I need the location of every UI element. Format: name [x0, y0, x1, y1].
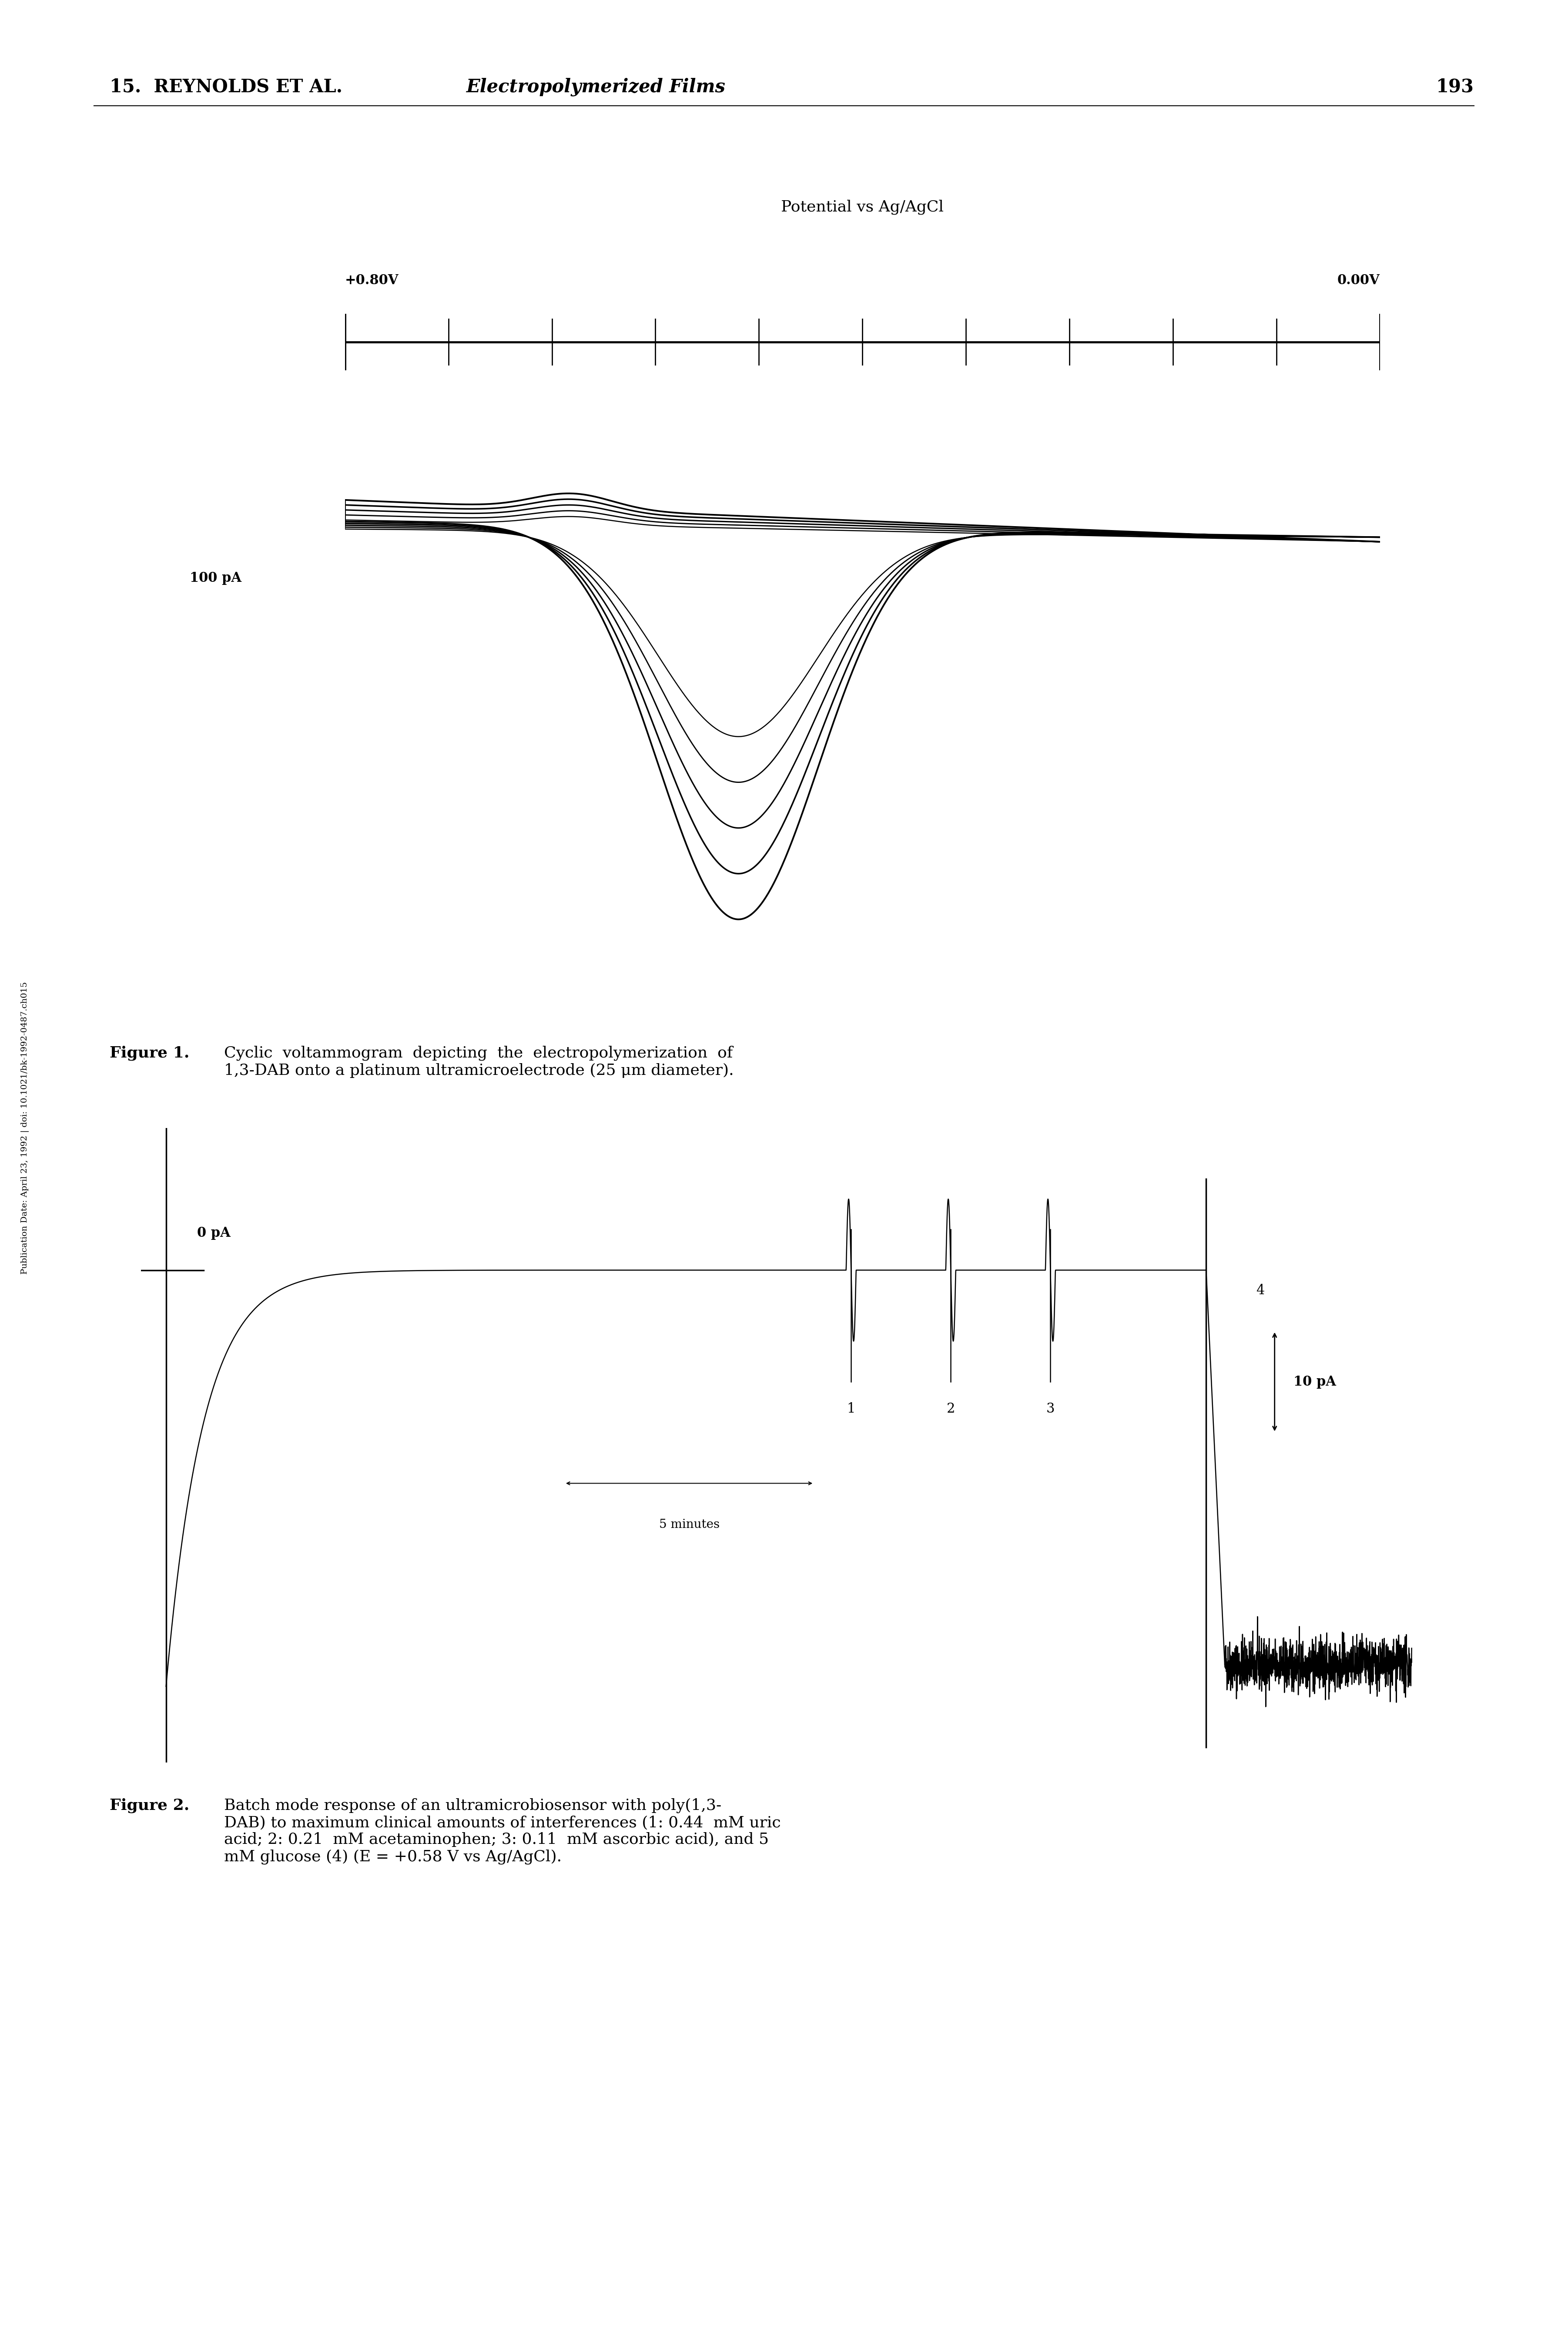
- Text: Figure 1.: Figure 1.: [110, 1046, 190, 1060]
- Text: 10 pA: 10 pA: [1294, 1375, 1336, 1389]
- Text: Electropolymerized Films: Electropolymerized Films: [466, 78, 726, 96]
- Text: 100 pA: 100 pA: [190, 571, 241, 585]
- Text: 0 pA: 0 pA: [198, 1227, 230, 1241]
- Text: Figure 2.: Figure 2.: [110, 1798, 190, 1812]
- Text: 15.  REYNOLDS ET AL.: 15. REYNOLDS ET AL.: [110, 78, 342, 96]
- Text: 193: 193: [1436, 78, 1474, 96]
- Text: +0.80V: +0.80V: [345, 275, 398, 287]
- Text: 5 minutes: 5 minutes: [659, 1518, 720, 1530]
- Text: Potential vs Ag/AgCl: Potential vs Ag/AgCl: [781, 200, 944, 214]
- Text: 0.00V: 0.00V: [1338, 275, 1380, 287]
- Text: 3: 3: [1046, 1403, 1055, 1415]
- Text: 4: 4: [1256, 1283, 1264, 1297]
- Text: Cyclic  voltammogram  depicting  the  electropolymerization  of
1,3-DAB onto a p: Cyclic voltammogram depicting the electr…: [224, 1046, 734, 1079]
- Text: 1: 1: [847, 1403, 856, 1415]
- Text: 2: 2: [947, 1403, 955, 1415]
- Text: Publication Date: April 23, 1992 | doi: 10.1021/bk-1992-0487.ch015: Publication Date: April 23, 1992 | doi: …: [20, 982, 30, 1274]
- Text: Batch mode response of an ultramicrobiosensor with poly(1,3-
DAB) to maximum cli: Batch mode response of an ultramicrobios…: [224, 1798, 781, 1864]
